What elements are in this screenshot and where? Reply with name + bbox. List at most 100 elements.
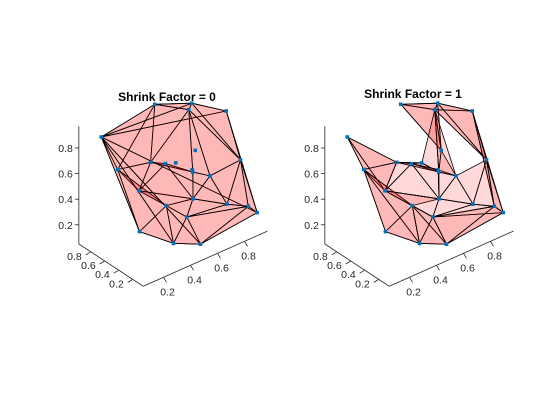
z-tick-label: 0.6 (58, 169, 73, 181)
data-point (432, 107, 437, 112)
data-point (435, 101, 440, 105)
y-tick-label: 0.2 (355, 278, 370, 290)
data-points (345, 101, 505, 246)
data-point (454, 174, 458, 178)
y-tick (345, 260, 351, 265)
data-point (436, 170, 441, 174)
z-tick-label: 0.4 (58, 194, 73, 206)
x-axis-line (389, 230, 514, 287)
y-tick-label: 0.8 (313, 251, 328, 263)
y-tick-label: 0.6 (81, 260, 96, 272)
z-tick-label: 0.6 (304, 169, 319, 181)
y-tick-label: 0.8 (67, 251, 82, 263)
x-axis-line (143, 230, 268, 287)
x-tick-label: 0.8 (241, 250, 256, 262)
x-tick-label: 0.6 (460, 262, 475, 274)
panel-title: Shrink Factor = 0 (118, 90, 216, 104)
x-tick-label: 0.6 (214, 262, 229, 274)
z-tick-label: 0.2 (58, 220, 73, 232)
x-tick-label: 0.4 (433, 274, 448, 286)
x-tick (190, 265, 194, 271)
data-point (345, 135, 350, 139)
y-tick-label: 0.6 (327, 260, 342, 272)
panel-title: Shrink Factor = 1 (364, 87, 462, 101)
x-tick-label: 0.8 (487, 250, 502, 262)
axes-box: 0.20.40.60.80.20.40.60.80.20.40.60.8 (304, 126, 514, 298)
data-point (193, 148, 197, 153)
y-tick (113, 269, 119, 274)
data-point (164, 203, 168, 208)
data-point (394, 160, 399, 165)
boundary-surface (346, 102, 504, 245)
data-point (409, 161, 414, 166)
panel-shrink-factor-1: Shrink Factor = 1 0.20.40.60.80.20.40.60… (304, 87, 514, 298)
data-point (137, 189, 141, 193)
data-point (470, 109, 474, 113)
x-tick-label: 0.2 (406, 286, 421, 298)
data-point (246, 204, 251, 209)
y-tick (85, 251, 91, 256)
data-point (417, 241, 422, 246)
data-point (225, 202, 229, 206)
y-tick (359, 269, 365, 274)
data-point (208, 174, 212, 178)
y-tick-label: 0.4 (341, 269, 356, 281)
surface-facet (240, 159, 258, 214)
x-tick (436, 265, 440, 271)
z-tick-label: 0.2 (304, 220, 319, 232)
x-tick-label: 0.2 (160, 286, 175, 298)
data-point (186, 107, 191, 112)
z-tick-label: 0.8 (304, 143, 319, 155)
z-tick-label: 0.8 (58, 143, 73, 155)
z-tick-label: 0.4 (304, 194, 319, 206)
surface-facet (486, 159, 504, 214)
x-tick (463, 253, 467, 259)
data-point (361, 167, 366, 172)
data-point (398, 102, 403, 107)
data-point (137, 229, 142, 234)
data-point (171, 241, 176, 246)
y-tick-label: 0.4 (95, 269, 110, 281)
data-point (410, 203, 414, 208)
data-point (444, 242, 449, 246)
x-tick (244, 241, 248, 247)
panel-shrink-factor-0: Shrink Factor = 0 0.20.40.60.80.20.40.60… (58, 90, 268, 298)
data-point (115, 167, 120, 172)
y-tick (331, 251, 337, 256)
data-point (198, 242, 203, 246)
data-point (383, 189, 387, 193)
data-point (173, 161, 178, 165)
y-tick (99, 260, 105, 265)
data-point (471, 202, 475, 206)
data-point (148, 160, 153, 165)
data-point (190, 167, 194, 172)
x-tick (163, 277, 167, 283)
y-tick-label: 0.2 (109, 278, 124, 290)
data-point (224, 109, 228, 113)
data-point (492, 204, 497, 209)
data-point (152, 102, 157, 107)
data-point (437, 197, 441, 201)
data-point (255, 210, 259, 215)
boundary-surface (100, 102, 258, 245)
data-point (436, 167, 440, 172)
data-point (99, 135, 104, 139)
data-point (191, 197, 195, 201)
data-point (189, 101, 194, 105)
data-point (163, 161, 168, 166)
x-tick-label: 0.4 (187, 274, 202, 286)
x-tick (409, 277, 413, 283)
x-tick (217, 253, 221, 259)
y-tick (373, 279, 379, 283)
data-point (501, 210, 505, 215)
x-tick (490, 241, 494, 247)
data-point (190, 170, 195, 174)
data-points (99, 101, 259, 246)
data-point (184, 215, 189, 219)
data-point (439, 148, 443, 153)
y-tick (127, 279, 133, 283)
data-point (419, 161, 424, 165)
data-point (383, 229, 388, 234)
data-point (430, 215, 435, 219)
